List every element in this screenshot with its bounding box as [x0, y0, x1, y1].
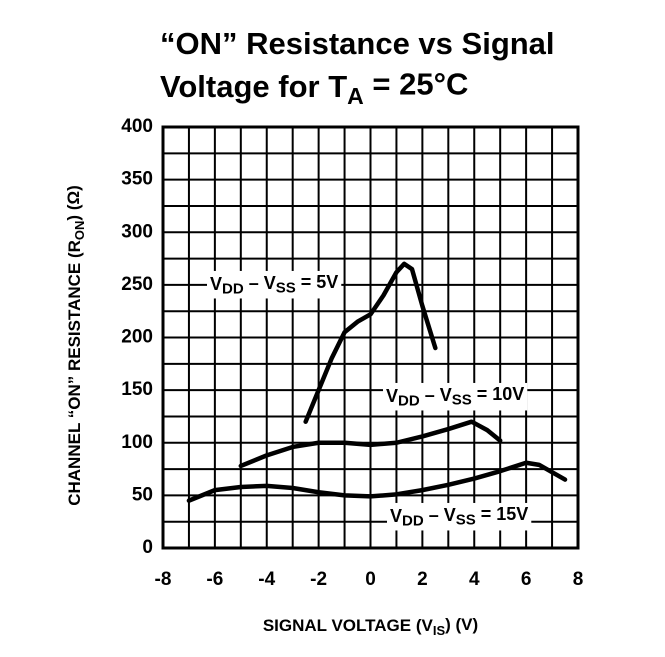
- label-background: [387, 502, 532, 531]
- chart-title-run: = 25°C: [364, 67, 469, 102]
- x-tick-label: -2: [310, 569, 327, 590]
- chart-title: Voltage for TA = 25°C: [160, 67, 468, 109]
- chart-title-run: A: [347, 83, 364, 109]
- series-label-run: DD: [222, 280, 244, 297]
- y-tick-label: 250: [121, 274, 153, 295]
- x-tick-label: 8: [573, 569, 584, 590]
- label-background: [383, 382, 528, 411]
- series-line: [303, 261, 438, 424]
- x-tick-label: 2: [417, 569, 428, 590]
- chart-title: “ON” Resistance vs Signal: [160, 26, 555, 61]
- series-label-run: DD: [398, 392, 420, 409]
- series-line: [186, 460, 568, 503]
- x-tick-label: -4: [258, 569, 275, 590]
- x-tick-label: 4: [469, 569, 480, 590]
- y-tick-label: 200: [121, 327, 153, 348]
- y-tick-label: 0: [142, 537, 153, 558]
- series-label-run: – V: [244, 273, 276, 293]
- series-label-run: V: [210, 274, 222, 294]
- x-axis-label-run: ) (V): [445, 615, 478, 634]
- series-label-run: = 10V: [472, 384, 525, 404]
- series-label: VDD – VSS = 15V: [390, 504, 528, 530]
- y-tick-label: 350: [121, 169, 153, 190]
- series-label-run: SS: [276, 280, 296, 297]
- y-axis-label-run: CHANNEL “ON” RESISTANCE (R: [65, 240, 84, 506]
- y-tick-label: 150: [121, 379, 153, 400]
- y-axis-label: CHANNEL “ON” RESISTANCE (RON) (Ω): [64, 185, 87, 506]
- y-axis-label-run: ON: [72, 221, 87, 241]
- series-line: [238, 419, 503, 469]
- x-axis-label: SIGNAL VOLTAGE (VIS) (V): [263, 615, 478, 638]
- y-tick-label: 400: [121, 116, 153, 137]
- series-label: VDD – VSS = 10V: [386, 384, 524, 410]
- y-tick-label: 50: [132, 484, 153, 505]
- series-label-run: = 15V: [476, 504, 529, 524]
- x-axis-label-run: IS: [433, 623, 446, 638]
- x-axis-label-run: SIGNAL VOLTAGE (V: [263, 616, 434, 635]
- x-tick-label: 6: [521, 569, 532, 590]
- y-axis-label-run: ) (Ω): [64, 185, 83, 220]
- series-label-run: V: [390, 506, 402, 526]
- label-background: [207, 270, 342, 299]
- x-tick-label: -8: [155, 569, 172, 590]
- series-label-run: SS: [456, 512, 476, 529]
- series-label-run: SS: [452, 392, 472, 409]
- series-label-run: – V: [420, 385, 452, 405]
- series-label-run: DD: [402, 512, 424, 529]
- y-tick-label: 100: [121, 432, 153, 453]
- chart-title-run: “ON” Resistance vs Signal: [160, 26, 555, 61]
- series-label-run: = 5V: [296, 272, 339, 292]
- series-label: VDD – VSS = 5V: [210, 272, 338, 298]
- chart-title-run: Voltage for T: [160, 69, 347, 104]
- x-tick-label: 0: [365, 569, 376, 590]
- x-tick-label: -6: [206, 569, 223, 590]
- y-tick-label: 300: [121, 221, 153, 242]
- plot-frame: [161, 125, 580, 550]
- series-label-run: – V: [424, 505, 456, 525]
- series-label-run: V: [386, 386, 398, 406]
